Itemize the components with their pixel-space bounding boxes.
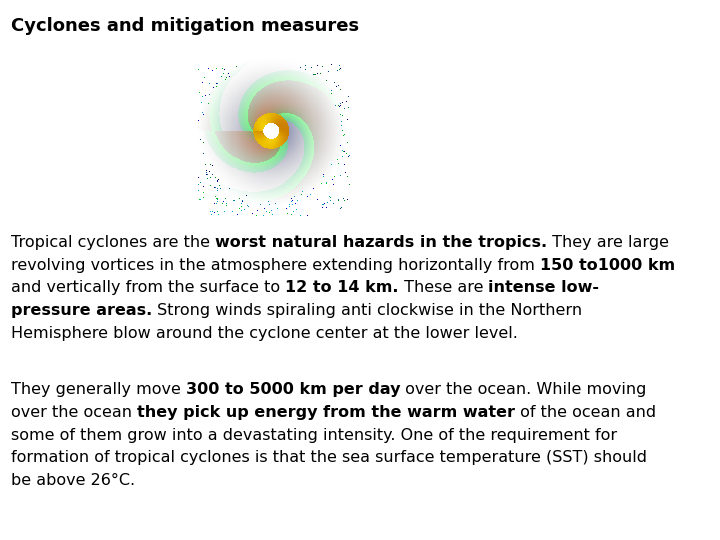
Text: These are: These are	[399, 280, 488, 295]
Text: Strong winds spiraling anti clockwise in the Northern: Strong winds spiraling anti clockwise in…	[152, 303, 582, 318]
Text: formation of tropical cyclones is that the sea surface temperature (SST) should: formation of tropical cyclones is that t…	[11, 450, 647, 465]
Text: 300 to 5000 km per day: 300 to 5000 km per day	[186, 382, 400, 397]
Text: of the ocean and: of the ocean and	[515, 405, 656, 420]
Text: They generally move: They generally move	[11, 382, 186, 397]
Text: be above 26°C.: be above 26°C.	[11, 473, 135, 488]
Text: and vertically from the surface to: and vertically from the surface to	[11, 280, 285, 295]
Text: pressure areas.: pressure areas.	[11, 303, 152, 318]
Text: Tropical cyclones are the: Tropical cyclones are the	[11, 235, 215, 250]
Text: over the ocean. While moving: over the ocean. While moving	[400, 382, 647, 397]
Text: some of them grow into a devastating intensity. One of the requirement for: some of them grow into a devastating int…	[11, 428, 617, 443]
Text: worst natural hazards in the tropics.: worst natural hazards in the tropics.	[215, 235, 547, 250]
Text: Hemisphere blow around the cyclone center at the lower level.: Hemisphere blow around the cyclone cente…	[11, 326, 518, 341]
Text: they pick up energy from the warm water: they pick up energy from the warm water	[137, 405, 515, 420]
Text: 150 to1000 km: 150 to1000 km	[540, 258, 675, 273]
Text: They are large: They are large	[547, 235, 669, 250]
Text: 12 to 14 km.: 12 to 14 km.	[285, 280, 399, 295]
Text: revolving vortices in the atmosphere extending horizontally from: revolving vortices in the atmosphere ext…	[11, 258, 540, 273]
Text: intense low-: intense low-	[488, 280, 599, 295]
Text: over the ocean: over the ocean	[11, 405, 137, 420]
Text: Cyclones and mitigation measures: Cyclones and mitigation measures	[11, 17, 359, 35]
